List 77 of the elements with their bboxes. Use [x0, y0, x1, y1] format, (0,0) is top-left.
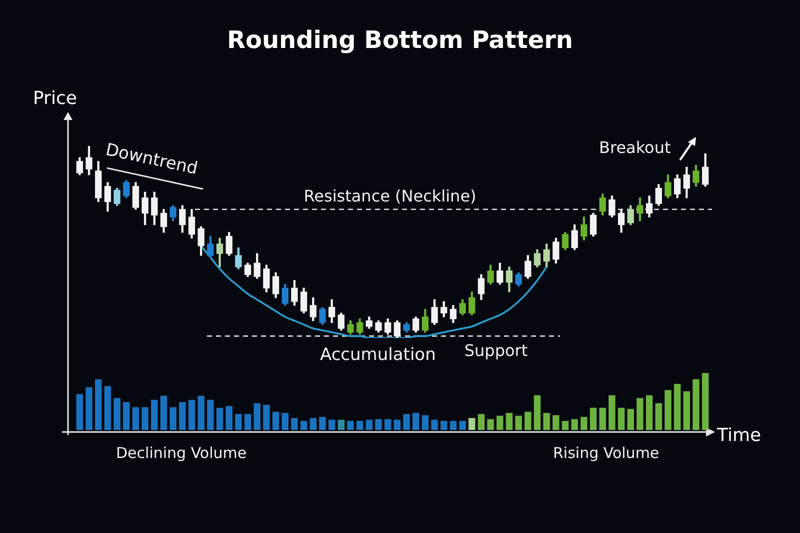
bar [459, 420, 466, 430]
text: Rising Volume [553, 444, 660, 462]
bar [132, 407, 140, 430]
bar [160, 396, 168, 430]
bar [104, 386, 112, 430]
bar [636, 398, 644, 430]
bar [431, 420, 438, 430]
bar [170, 407, 176, 430]
chart-title: Rounding Bottom Pattern [226, 26, 574, 54]
bar [562, 420, 569, 430]
bar [300, 420, 308, 430]
bar [319, 416, 326, 430]
bar [151, 400, 158, 430]
bar [599, 408, 606, 430]
bar [282, 412, 288, 430]
bar [198, 396, 204, 430]
bar [384, 419, 392, 430]
text: Declining Volume [116, 444, 247, 462]
bar [683, 391, 690, 430]
bar [496, 416, 504, 430]
bar [86, 387, 92, 430]
bar [674, 384, 681, 430]
bar [646, 395, 653, 430]
bar [468, 418, 476, 430]
bar [506, 412, 513, 430]
bar [412, 412, 420, 430]
bar [394, 420, 401, 430]
bar [235, 414, 242, 430]
bar [664, 390, 672, 430]
x-axis-title: Time [717, 425, 762, 446]
annotation: Breakout [599, 138, 671, 157]
bar [338, 420, 344, 430]
bar [226, 406, 232, 430]
bar [590, 408, 597, 430]
bar [216, 408, 224, 430]
ref-line-label: Resistance (Neckline) [304, 186, 476, 206]
bar [272, 412, 280, 430]
bar [403, 414, 410, 430]
bar [692, 379, 700, 430]
bar [618, 408, 625, 430]
bar [347, 420, 354, 430]
bar [114, 398, 120, 430]
bar [524, 412, 532, 430]
bar [580, 416, 588, 430]
bar [76, 394, 84, 430]
bar [207, 400, 214, 430]
bar [244, 414, 252, 430]
bar [487, 419, 494, 430]
bar [655, 403, 662, 430]
bar [440, 420, 448, 430]
bar [94, 379, 102, 430]
bar [571, 419, 578, 430]
bar [543, 412, 550, 430]
bar [142, 407, 148, 430]
bar [366, 420, 373, 430]
bar [422, 415, 429, 430]
y-axis-title: Price [33, 88, 77, 109]
bar [478, 414, 485, 430]
text: Accumulation [320, 345, 436, 365]
bar [310, 418, 316, 430]
bar [515, 416, 522, 430]
bar [179, 402, 186, 430]
bar [627, 408, 634, 430]
bar [534, 395, 541, 430]
bar [123, 402, 130, 430]
bar [450, 420, 457, 430]
ref-line-label: Support [464, 341, 528, 360]
bar [552, 415, 560, 430]
bar [328, 420, 336, 430]
bar [702, 373, 709, 430]
bar [188, 400, 196, 430]
bar [291, 418, 298, 430]
bar [608, 395, 616, 430]
bar [254, 403, 260, 430]
bar [375, 419, 382, 430]
bar [356, 420, 364, 430]
bar [263, 404, 270, 430]
